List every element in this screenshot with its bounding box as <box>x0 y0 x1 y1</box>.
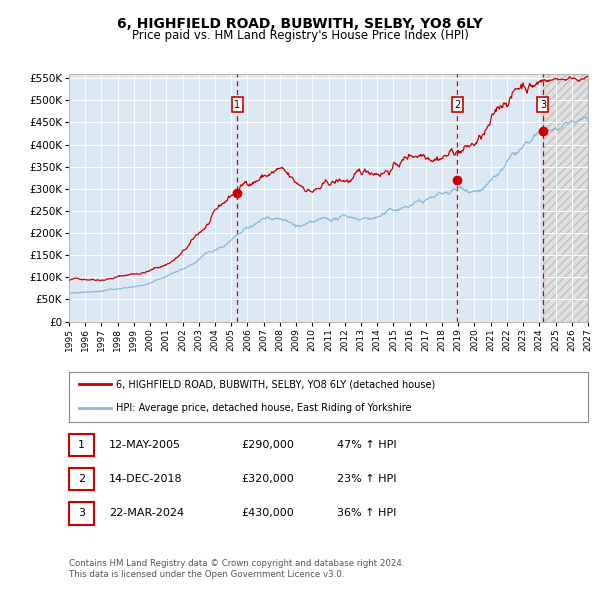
Text: 14-DEC-2018: 14-DEC-2018 <box>109 474 183 484</box>
Text: 23% ↑ HPI: 23% ↑ HPI <box>337 474 397 484</box>
Text: This data is licensed under the Open Government Licence v3.0.: This data is licensed under the Open Gov… <box>69 571 344 579</box>
Text: £290,000: £290,000 <box>241 440 294 450</box>
Text: 22-MAR-2024: 22-MAR-2024 <box>109 509 184 518</box>
Text: 1: 1 <box>78 440 85 450</box>
Text: 47% ↑ HPI: 47% ↑ HPI <box>337 440 397 450</box>
Text: Contains HM Land Registry data © Crown copyright and database right 2024.: Contains HM Land Registry data © Crown c… <box>69 559 404 568</box>
Text: 2: 2 <box>454 100 461 110</box>
Text: 3: 3 <box>540 100 546 110</box>
Text: £430,000: £430,000 <box>241 509 294 518</box>
Text: 6, HIGHFIELD ROAD, BUBWITH, SELBY, YO8 6LY: 6, HIGHFIELD ROAD, BUBWITH, SELBY, YO8 6… <box>117 17 483 31</box>
Text: 1: 1 <box>234 100 240 110</box>
Text: 2: 2 <box>78 474 85 484</box>
Text: 36% ↑ HPI: 36% ↑ HPI <box>337 509 397 518</box>
Text: 6, HIGHFIELD ROAD, BUBWITH, SELBY, YO8 6LY (detached house): 6, HIGHFIELD ROAD, BUBWITH, SELBY, YO8 6… <box>116 379 435 389</box>
Text: 12-MAY-2005: 12-MAY-2005 <box>109 440 181 450</box>
Text: 3: 3 <box>78 509 85 518</box>
Bar <box>543 74 588 322</box>
Text: £320,000: £320,000 <box>241 474 294 484</box>
Text: Price paid vs. HM Land Registry's House Price Index (HPI): Price paid vs. HM Land Registry's House … <box>131 30 469 42</box>
Text: HPI: Average price, detached house, East Riding of Yorkshire: HPI: Average price, detached house, East… <box>116 403 411 413</box>
Bar <box>543 74 588 322</box>
